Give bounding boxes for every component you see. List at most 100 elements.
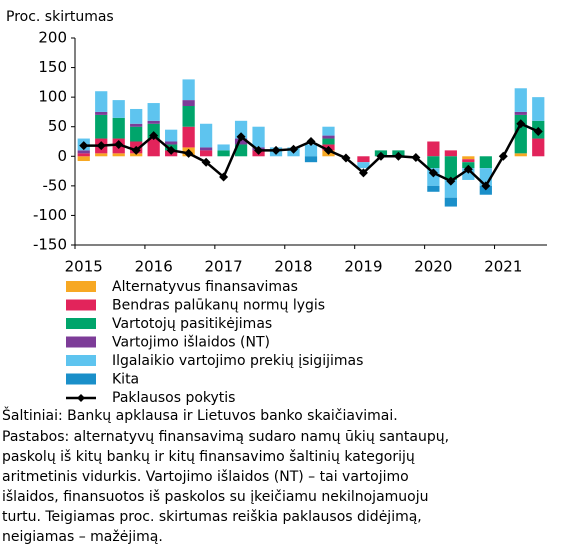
bar-segment xyxy=(130,108,143,124)
legend-label: Alternatyvus finansavimas xyxy=(112,279,298,295)
line-marker xyxy=(481,181,491,191)
line-marker xyxy=(271,145,281,155)
legend-label: Vartojimo išlaidos (NT) xyxy=(112,335,270,351)
bar-segment xyxy=(514,88,527,112)
note-line: neigiamas – mažėjimą. xyxy=(2,529,163,545)
bar-segment xyxy=(217,150,230,157)
bar-segment xyxy=(444,197,457,207)
source: Šaltiniai: Bankų apklausa ir Lietuvos ba… xyxy=(2,406,398,424)
bar-segment xyxy=(77,153,90,157)
line-marker xyxy=(114,139,124,149)
bar-segment xyxy=(357,162,370,169)
legend-label: Ilgalaikio vartojimo prekių įsigijimas xyxy=(112,353,363,369)
y-tick-label: 0 xyxy=(57,147,67,165)
bar-segment xyxy=(77,150,90,154)
line-marker xyxy=(236,132,246,142)
line-marker xyxy=(428,168,438,178)
bar-segment xyxy=(444,150,457,157)
y-tick-label: -50 xyxy=(43,176,68,194)
line-marker xyxy=(446,176,456,186)
bar-segment xyxy=(217,144,230,151)
y-axis-label: Proc. skirtumas xyxy=(6,9,114,25)
y-tick-label: 200 xyxy=(38,29,67,47)
line-marker xyxy=(131,145,141,155)
bar-segment xyxy=(357,156,370,163)
x-tick-label: 2019 xyxy=(344,258,382,276)
legend-swatch xyxy=(66,281,96,292)
line-marker xyxy=(498,151,508,161)
bar-segment xyxy=(322,138,335,145)
bar-segment xyxy=(165,129,178,142)
line-marker xyxy=(376,151,386,161)
legend-swatch xyxy=(66,355,96,366)
bar-segment xyxy=(427,141,440,157)
line-marker xyxy=(201,157,211,167)
legend-swatch xyxy=(66,336,96,348)
legend-marker xyxy=(77,394,85,402)
bar-segment xyxy=(234,120,248,139)
bar-segment xyxy=(182,79,195,101)
bar-segment xyxy=(95,153,108,157)
x-tick-label: 2017 xyxy=(204,258,242,276)
legend-label: Bendras palūkanų normų lygis xyxy=(112,298,325,314)
bar-segment xyxy=(199,123,213,148)
line-marker xyxy=(516,119,526,129)
x-tick-label: 2020 xyxy=(414,258,452,276)
bar-segment xyxy=(147,120,160,124)
line-marker xyxy=(411,152,421,162)
line-marker xyxy=(463,164,473,174)
bar-segment xyxy=(112,153,125,157)
x-tick-label: 2016 xyxy=(135,258,173,276)
bar-segment xyxy=(514,153,527,157)
bar-segment xyxy=(462,159,475,163)
bar-segment xyxy=(130,123,143,127)
bar-segment xyxy=(234,138,248,145)
line-marker xyxy=(79,141,89,151)
x-tick-label: 2018 xyxy=(274,258,312,276)
bar-segment xyxy=(444,179,457,198)
line-marker xyxy=(341,153,351,163)
legend-label: Vartotojų pasitikėjimas xyxy=(112,316,272,332)
y-tick-label: -150 xyxy=(33,236,67,254)
x-tick-label: 2015 xyxy=(65,258,103,276)
bar-segment xyxy=(147,103,160,121)
note-line: Pastabos: alternatyvų finansavimą sudaro… xyxy=(2,429,449,445)
bar-segment xyxy=(322,135,335,139)
line-marker xyxy=(393,151,403,161)
bar-segment xyxy=(95,111,108,115)
bar-segment xyxy=(462,168,475,180)
bar-segment xyxy=(182,100,195,107)
line-marker xyxy=(358,168,368,178)
line-marker xyxy=(184,148,194,158)
line-marker xyxy=(254,145,264,155)
y-tick-label: 150 xyxy=(38,58,67,76)
line-marker xyxy=(289,144,299,154)
line-marker xyxy=(219,172,229,182)
note-line: paskolų iš kitų bankų ir kitų finansavim… xyxy=(2,449,415,465)
line-marker xyxy=(533,126,543,136)
bar-segment xyxy=(322,126,335,136)
bar-segment xyxy=(532,138,545,157)
bar-segment xyxy=(462,156,475,160)
note-line: išlaidos, finansuotos iš paskolos su įke… xyxy=(2,489,429,505)
bar-segment xyxy=(514,111,527,115)
line-marker xyxy=(149,131,159,141)
legend-label: Paklausos pokytis xyxy=(112,390,235,406)
line-marker xyxy=(323,145,333,155)
bar-segment xyxy=(234,144,248,157)
bar-segment xyxy=(427,185,440,192)
line-marker xyxy=(306,137,316,146)
bar-segment xyxy=(304,156,318,163)
bar-segment xyxy=(479,156,492,169)
bar-segment xyxy=(95,91,108,112)
legend-swatch xyxy=(66,373,96,385)
legend-swatch xyxy=(66,299,96,311)
legend-swatch xyxy=(66,318,96,329)
bar-segment xyxy=(252,126,265,148)
note-line: aritmetinis vidurkis. Vartojimo išlaidos… xyxy=(2,469,409,485)
x-tick-label: 2021 xyxy=(484,258,522,276)
legend-label: Kita xyxy=(112,372,139,388)
bar-segment xyxy=(304,144,318,157)
bar-segment xyxy=(130,126,143,142)
